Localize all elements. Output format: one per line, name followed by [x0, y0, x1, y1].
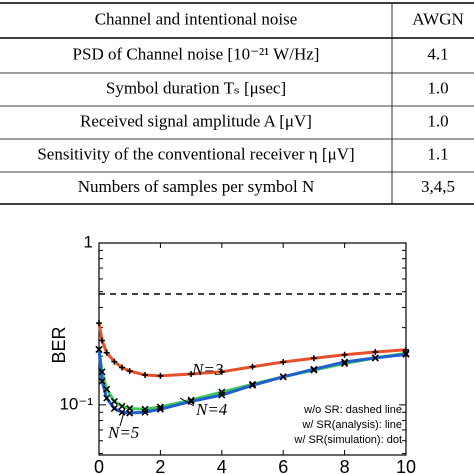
sim-marker — [249, 363, 256, 370]
sim-marker — [95, 345, 103, 353]
cell-text: 1.0 — [427, 111, 448, 130]
annotation: N=5 — [107, 423, 139, 442]
sim-marker — [98, 368, 106, 376]
ber-chart: 0 2 4 6 8 10 1 10⁻¹ BER N=3 N=4 N=5 w/o SR: dashed l… — [49, 232, 416, 474]
series-line — [97, 349, 407, 411]
sim-marker — [126, 409, 134, 417]
x-tick-label: 10 — [396, 457, 416, 474]
sim-marker — [119, 364, 126, 371]
annotation: N=3 — [191, 360, 223, 379]
sim-marker — [103, 394, 111, 402]
sim-marker — [142, 371, 149, 378]
x-tick-label: 0 — [94, 457, 104, 474]
sim-marker — [110, 404, 118, 412]
sim-marker — [98, 377, 106, 385]
y-axis-label: BER — [49, 326, 69, 363]
sim-marker — [156, 405, 164, 413]
series-line — [97, 349, 407, 415]
sim-marker — [371, 354, 379, 362]
sim-marker — [103, 349, 110, 356]
x-tick-label: 2 — [155, 457, 165, 474]
x-tick-label: 6 — [278, 457, 288, 474]
sim-marker — [280, 358, 287, 365]
annotation: N=4 — [195, 400, 228, 419]
annotation: w/o SR: dashed line — [303, 404, 402, 416]
annotation: w/ SR(analysis): line — [301, 419, 402, 431]
sim-marker — [310, 355, 317, 362]
cell-text: AWGN — [412, 9, 464, 28]
series-line — [97, 322, 407, 378]
sim-marker — [99, 337, 106, 344]
sim-marker — [110, 397, 118, 405]
sim-marker — [341, 358, 349, 366]
sim-marker — [157, 372, 164, 379]
sim-marker — [118, 408, 126, 416]
pointer — [119, 411, 125, 427]
sim-marker — [118, 402, 126, 410]
y-tick-label: 1 — [84, 232, 93, 251]
sim-marker — [248, 381, 257, 389]
annotation: w/ SR(simulation): dot — [293, 434, 402, 446]
sim-marker — [310, 365, 318, 373]
cell-text: 4.1 — [427, 44, 448, 63]
sim-marker — [126, 367, 133, 374]
cell-text: 1.0 — [427, 78, 448, 97]
sim-marker — [156, 403, 164, 411]
cell-text: PSD of Channel noise [10⁻²¹ W/Hz] — [73, 44, 320, 63]
cell-text: 3,4,5 — [421, 177, 455, 196]
sim-marker — [402, 350, 410, 358]
pointer — [179, 397, 195, 407]
sim-marker — [279, 373, 287, 381]
cell-text: Sensitivity of the conventional receiver… — [37, 144, 354, 163]
sim-marker — [96, 320, 102, 327]
x-tick-label: 8 — [340, 457, 350, 474]
cell-text: Numbers of samples per symbol N — [78, 177, 315, 196]
sim-marker — [188, 371, 195, 378]
cell-text: Received signal amplitude A [μV] — [80, 111, 312, 130]
y-tick-label: 10⁻¹ — [59, 394, 93, 413]
sim-marker — [187, 396, 195, 404]
sim-marker — [103, 385, 111, 393]
sim-marker — [111, 358, 118, 365]
cell-text: Channel and intentional noise — [95, 9, 298, 28]
x-tick-label: 4 — [217, 457, 227, 474]
sim-marker — [341, 351, 348, 358]
cell-text: 1.1 — [427, 144, 448, 163]
parameter-table: Channel and intentional noise AWGN PSD of … — [0, 2, 474, 205]
sim-marker — [341, 360, 349, 368]
sim-marker — [403, 346, 409, 353]
sim-marker — [218, 391, 226, 399]
sim-marker — [372, 349, 379, 356]
sim-marker — [141, 408, 149, 416]
sim-marker — [218, 368, 225, 375]
cell-text: Symbol duration Tₛ [μsec] — [106, 78, 286, 97]
